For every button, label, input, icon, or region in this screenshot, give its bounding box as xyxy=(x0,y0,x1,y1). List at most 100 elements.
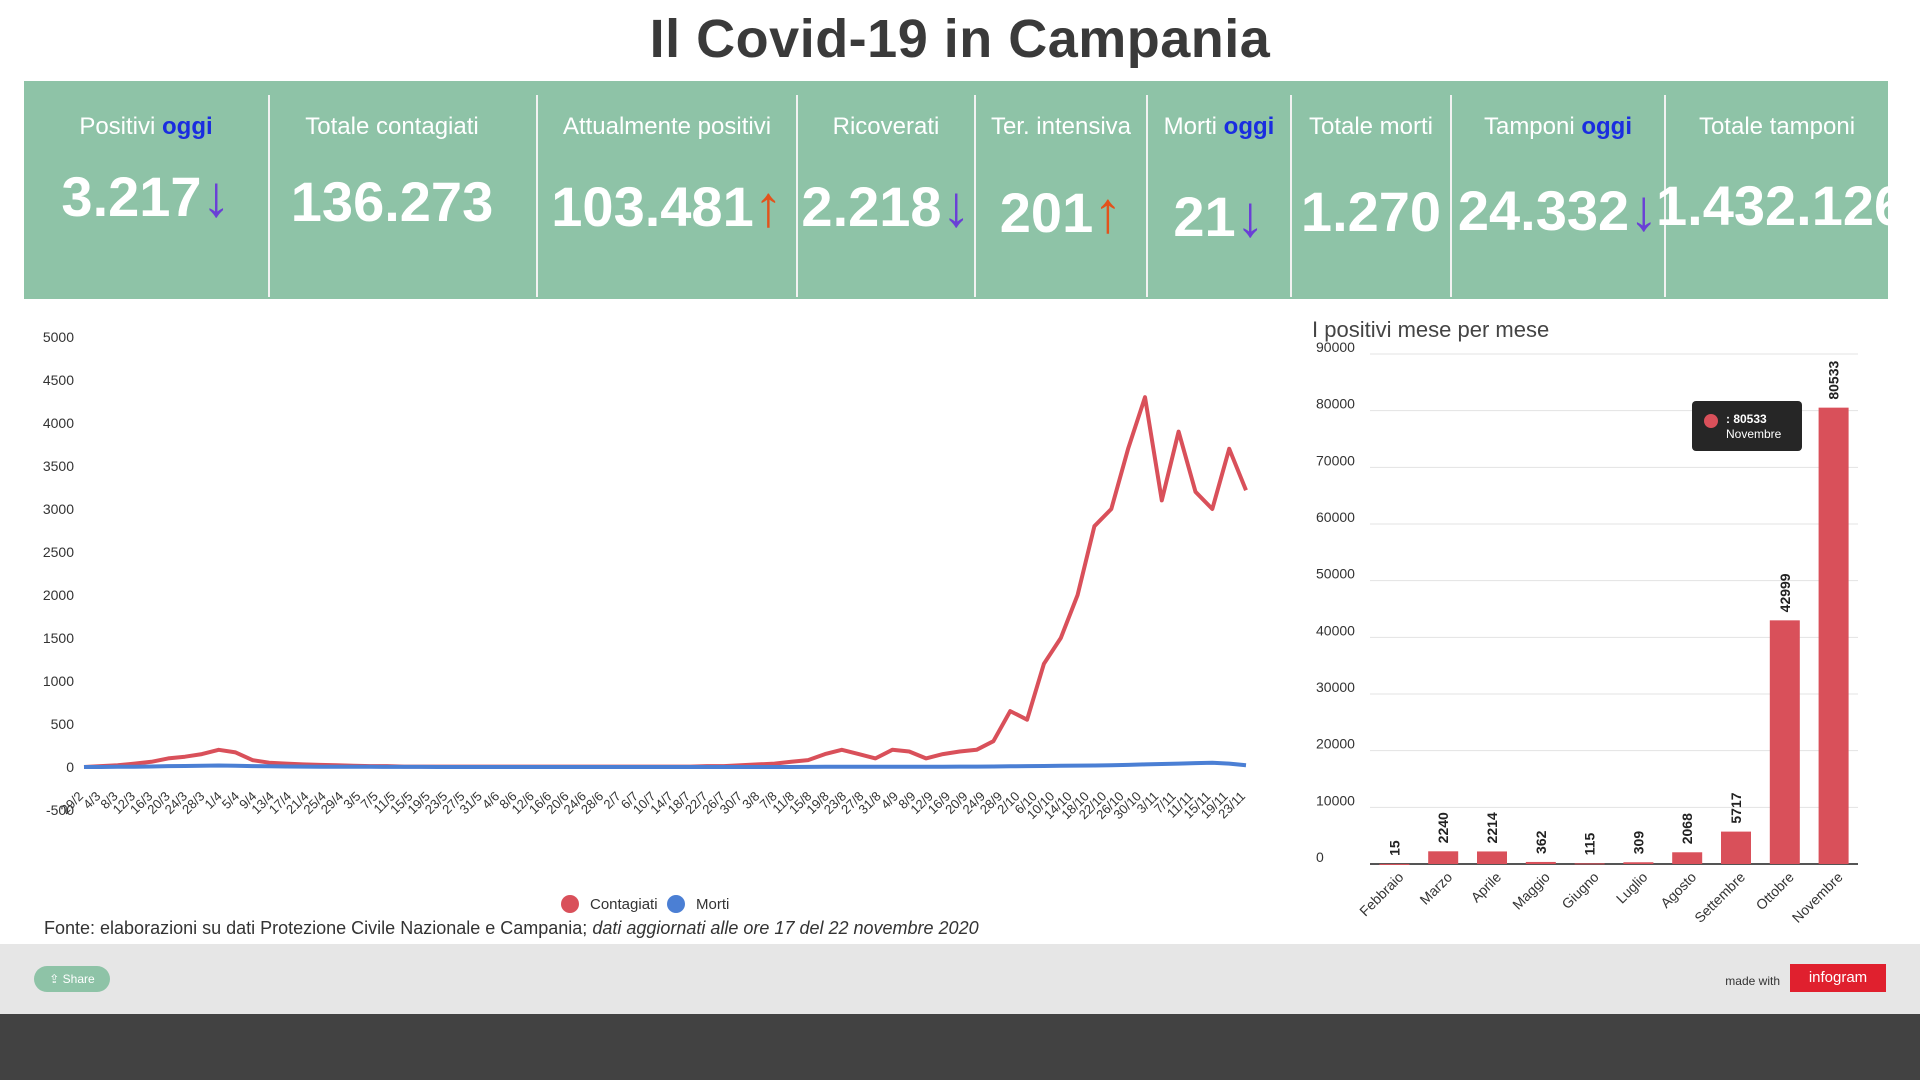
stat-card: Morti oggi 21↓ xyxy=(1148,81,1290,299)
stat-value-text: 21 xyxy=(1173,185,1236,248)
bar-chart-title: I positivi mese per mese xyxy=(1312,317,1549,342)
stat-label-text: Morti xyxy=(1163,113,1224,140)
stat-label-text: Ricoverati xyxy=(832,113,940,140)
bar-value-label: 2068 xyxy=(1679,813,1695,844)
stat-value: 21↓ xyxy=(1138,183,1300,250)
stat-card: Totale tamponi 1.432.126 xyxy=(1656,81,1905,299)
stat-label-oggi: oggi xyxy=(1581,113,1633,140)
y-tick-label: 60000 xyxy=(1316,509,1355,525)
y-tick-label: 90000 xyxy=(1316,339,1355,355)
tooltip-marker xyxy=(1704,414,1718,428)
stat-card: Totale morti 1.270 xyxy=(1292,81,1450,299)
arrow-up-icon: ↑ xyxy=(753,174,783,239)
x-tick-label: Ottobre xyxy=(1753,869,1797,913)
stat-card: Attualmente positivi 103.481↑ xyxy=(538,81,796,299)
bar-chart: I positivi mese per mese 0 10000 20000 30000… xyxy=(1312,317,1858,926)
stat-label-text: Attualmente positivi xyxy=(562,113,772,140)
stat-label-text: Totale morti xyxy=(1308,113,1434,140)
bar-value-label: 362 xyxy=(1533,830,1549,854)
series-line-morti xyxy=(84,760,1247,769)
y-tick-label: 500 xyxy=(51,716,75,732)
tooltip-value: : 80533 xyxy=(1726,412,1767,426)
x-tick-label: Settembre xyxy=(1691,869,1748,926)
y-tick-label: 4500 xyxy=(43,372,74,388)
y-tick-label: 40000 xyxy=(1316,622,1355,638)
bar-value-label: 42999 xyxy=(1777,573,1793,612)
stat-value-text: 3.217 xyxy=(61,165,202,228)
stat-value: 201↑ xyxy=(966,179,1156,246)
footer-bar: ⇪ Share made with infogram xyxy=(0,944,1920,1014)
bar xyxy=(1428,851,1459,864)
bar-value-label: 2214 xyxy=(1484,812,1500,843)
stat-value-text: 136.273 xyxy=(290,170,494,233)
bar-value-label: 80533 xyxy=(1826,361,1842,400)
share-icon: ⇪ xyxy=(49,972,63,986)
share-label: Share xyxy=(62,972,95,986)
stat-label-text: Ter. intensiva xyxy=(990,113,1132,140)
y-tick-label: 3500 xyxy=(43,458,74,474)
y-tick-label: 1500 xyxy=(43,630,74,646)
stat-divider xyxy=(268,95,270,297)
y-tick-label: 30000 xyxy=(1316,679,1355,695)
stat-divider xyxy=(1290,95,1292,297)
stat-card: Ricoverati 2.218↓ xyxy=(798,81,974,299)
arrow-up-icon: ↑ xyxy=(1093,180,1123,245)
tooltip-box xyxy=(1692,401,1802,451)
arrow-down-icon: ↓ xyxy=(1235,184,1265,249)
stat-card: Ter. intensiva 201↑ xyxy=(976,81,1146,299)
stat-divider xyxy=(1146,95,1148,297)
arrow-down-icon: ↓ xyxy=(941,174,971,239)
y-tick-label: 2500 xyxy=(43,544,74,560)
bar xyxy=(1623,862,1654,864)
bar xyxy=(1477,851,1507,864)
share-button[interactable]: ⇪ Share xyxy=(34,966,110,992)
stat-value: 1.270 xyxy=(1282,179,1460,244)
stat-label-text: Tamponi xyxy=(1483,113,1582,140)
y-tick-label: 5000 xyxy=(43,329,74,345)
x-tick-label: Aprile xyxy=(1467,869,1504,906)
stat-label: Attualmente positivi xyxy=(538,113,796,141)
legend-marker xyxy=(561,895,579,913)
stat-label-text: Positivi xyxy=(79,113,163,140)
legend-label: Morti xyxy=(696,896,729,913)
bar-value-label: 15 xyxy=(1386,840,1402,856)
infogram-logo[interactable]: infogram xyxy=(1790,964,1886,992)
bar xyxy=(1672,852,1703,864)
y-tick-label: 70000 xyxy=(1316,452,1355,468)
stat-value: 24.332↓ xyxy=(1442,177,1674,244)
bar-value-label: 309 xyxy=(1630,831,1646,855)
x-tick-label: Luglio xyxy=(1613,869,1651,907)
line-chart: -500 0 500 1000 1500 2000 2500 3000 3500 4000 4500… xyxy=(43,329,1248,913)
stat-divider xyxy=(1450,95,1452,297)
tooltip-category: Novembre xyxy=(1726,427,1782,441)
y-tick-label: 80000 xyxy=(1316,396,1355,412)
stat-value-text: 1.432.126 xyxy=(1656,174,1906,237)
x-tick-label: Maggio xyxy=(1509,869,1553,913)
page-title: Il Covid-19 in Campania xyxy=(649,9,1271,69)
stat-card: Positivi oggi 3.217↓ xyxy=(24,81,268,299)
arrow-down-icon: ↓ xyxy=(1629,178,1659,243)
stat-label: Ter. intensiva xyxy=(976,113,1146,141)
bar xyxy=(1525,861,1556,864)
x-tick-label: Agosto xyxy=(1657,869,1699,911)
stat-value-text: 24.332 xyxy=(1457,179,1630,242)
stat-divider xyxy=(536,95,538,297)
stat-divider xyxy=(1664,95,1666,297)
stats-panel: Positivi oggi 3.217 ↓ Totale contagiati 136.… xyxy=(24,81,1905,299)
legend-label: Contagiati xyxy=(590,896,658,913)
y-tick-label: 20000 xyxy=(1316,736,1355,752)
y-tick-label: 4000 xyxy=(43,415,74,431)
stat-value: 3.217↓ xyxy=(14,163,278,230)
stat-value: 2.218↓ xyxy=(788,173,984,240)
bar xyxy=(1818,407,1849,864)
bottom-bar xyxy=(0,1014,1920,1080)
bar xyxy=(1721,831,1751,864)
legend-marker xyxy=(667,895,685,913)
stat-label: Tamponi oggi xyxy=(1452,113,1664,141)
stat-divider xyxy=(796,95,798,297)
stat-label: Totale contagiati xyxy=(270,113,514,141)
stat-label-oggi: oggi xyxy=(162,113,213,140)
stat-value: 1.432.126 xyxy=(1656,173,1905,238)
series-line-contagiati xyxy=(83,395,1248,769)
